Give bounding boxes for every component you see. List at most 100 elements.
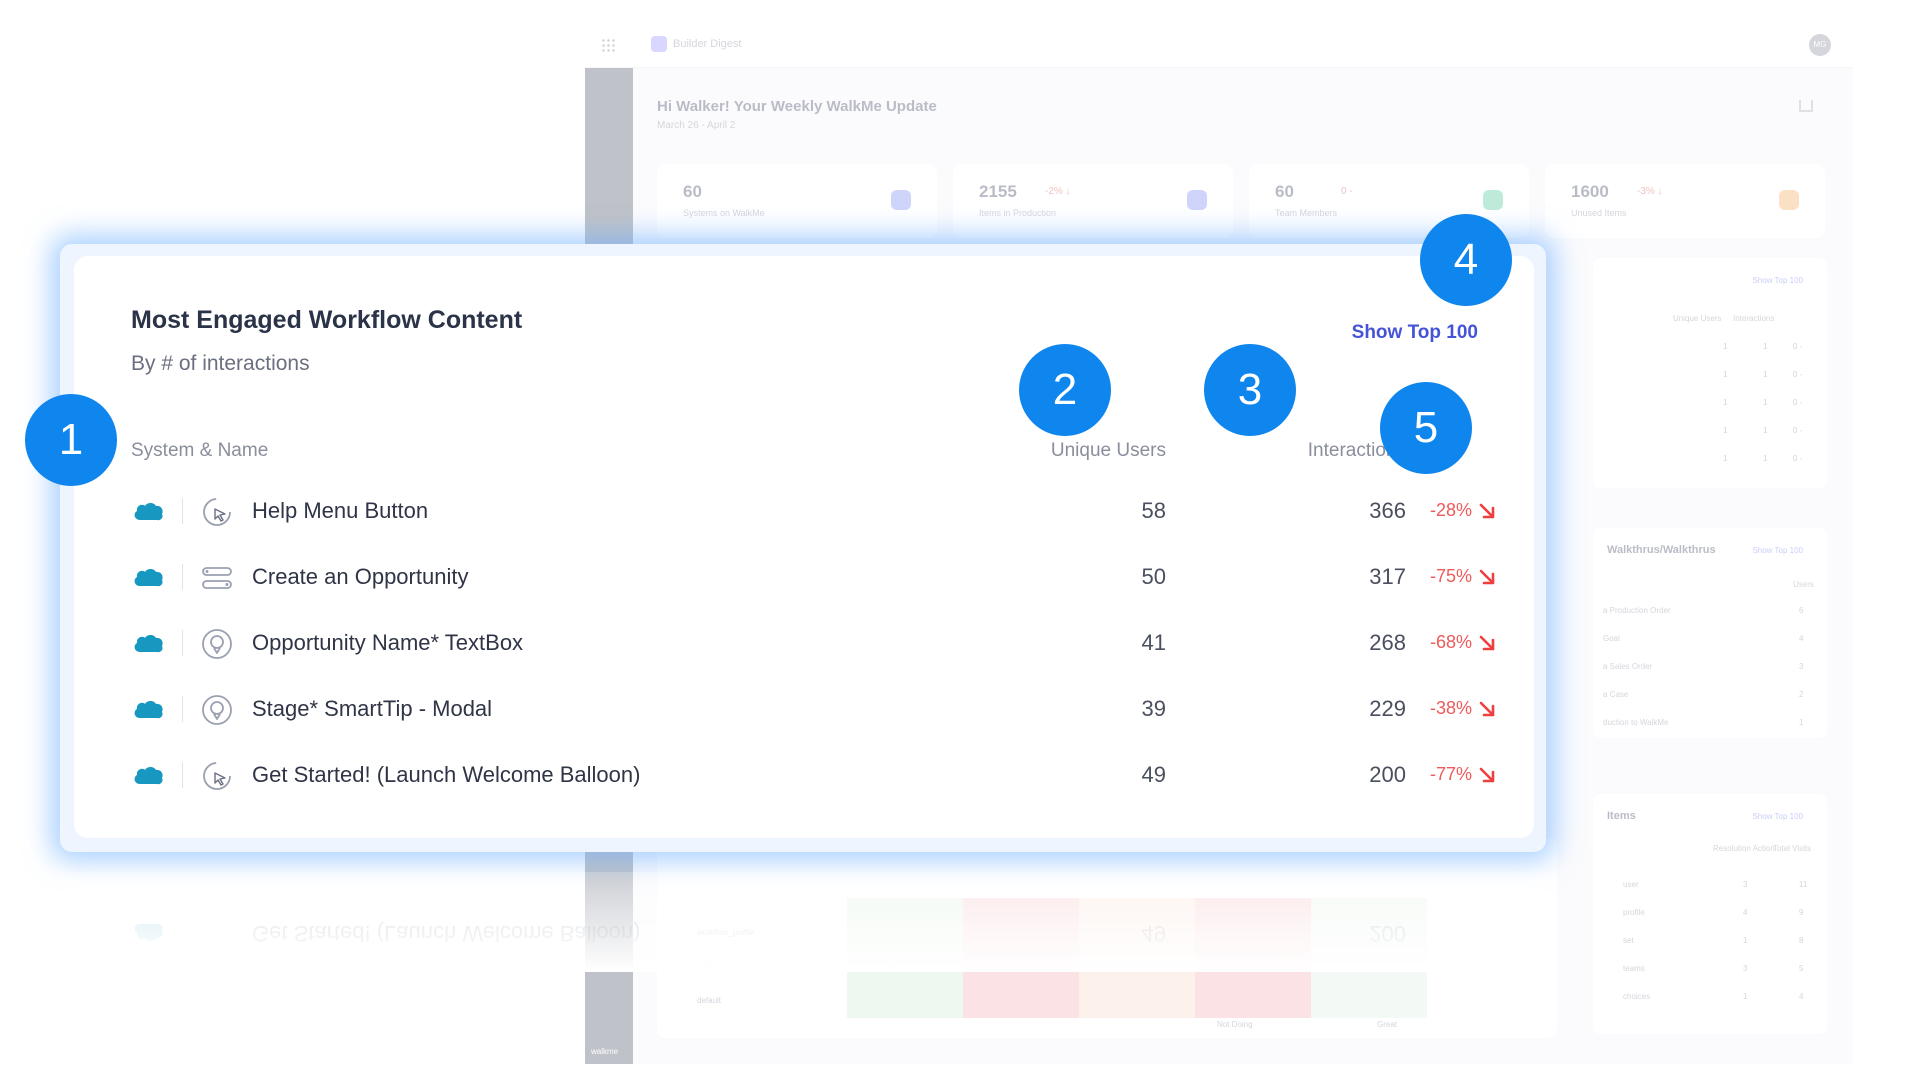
callout-2: 2 xyxy=(1019,344,1111,436)
trend-down-arrow-icon xyxy=(1478,502,1496,520)
unique-users-value: 50 xyxy=(1141,564,1166,589)
panel-header: Users xyxy=(1793,580,1814,589)
table-row: a Case 2 xyxy=(1603,690,1804,699)
table-row[interactable]: Create an Opportunity 50 317 -75% xyxy=(74,548,1534,608)
col-label: Unique Users xyxy=(1673,314,1722,323)
dashboard-date-range: March 26 - April 2 xyxy=(657,120,736,131)
salesforce-cloud-icon xyxy=(132,698,164,720)
table-row: Goal 4 xyxy=(1603,634,1804,643)
show-top-100-link[interactable]: Show Top 100 xyxy=(1351,322,1478,343)
stat-label: Team Members xyxy=(1275,208,1338,218)
column-header-unique-users[interactable]: Unique Users xyxy=(1050,440,1166,461)
bg-panel-items: Items Show Top 100 Resolution Action Tota… xyxy=(1593,794,1827,1034)
salesforce-cloud-icon xyxy=(132,566,164,588)
dashboard-title: Hi Walker! Your Weekly WalkMe Update xyxy=(657,98,937,115)
trend-value: -28% xyxy=(1429,500,1472,520)
stat-value: 60 xyxy=(1275,182,1294,201)
workflow-icon xyxy=(200,561,234,595)
smarttip-icon xyxy=(200,693,234,727)
panel-header: Resolution Action Total Visits xyxy=(1713,844,1812,853)
row-divider xyxy=(182,696,183,722)
table-row[interactable]: Get Started! (Launch Welcome Balloon) 49 2… xyxy=(74,746,1534,806)
callout-3: 3 xyxy=(1204,344,1296,436)
content-name[interactable]: Create an Opportunity xyxy=(252,564,469,589)
row-divider xyxy=(182,762,183,788)
panel-title: Items xyxy=(1607,810,1636,822)
interactions-value: 200 xyxy=(1369,762,1406,787)
avatar[interactable]: MG xyxy=(1809,34,1831,56)
bg-panel-walkthrus: Walkthrus/Walkthrus Show Top 100 Users a… xyxy=(1593,528,1827,738)
panel-title: Walkthrus/Walkthrus xyxy=(1607,544,1716,556)
table-row: teams 3 5 xyxy=(1623,964,1804,973)
table-row: duction to WalkMe 1 xyxy=(1603,718,1804,727)
interactions-value: 229 xyxy=(1369,696,1406,721)
unused-icon xyxy=(1779,190,1799,210)
trend-value: -68% xyxy=(1429,632,1472,652)
row-divider xyxy=(182,630,183,656)
stat-card-items: 2155 -2% ↓ Items in Production xyxy=(953,164,1233,238)
trend-value: -75% xyxy=(1429,566,1472,586)
bg-panel-workflow: Show Top 100 Unique Users Interactions 1… xyxy=(1593,258,1827,488)
trend-value: -38% xyxy=(1429,698,1472,718)
col-label: Interactions xyxy=(1733,314,1775,323)
stat-delta: -3% ↓ xyxy=(1637,186,1663,197)
show-top-link[interactable]: Show Top 100 xyxy=(1752,276,1803,285)
salesforce-cloud-icon xyxy=(132,500,164,522)
callout-1: 1 xyxy=(25,394,117,486)
launcher-icon xyxy=(200,495,234,529)
table-row[interactable]: Help Menu Button 58 366 -28% xyxy=(74,482,1534,542)
top-bar: Builder Digest MG xyxy=(585,24,1853,68)
trend-down-arrow-icon xyxy=(1478,568,1496,586)
app-grid-icon[interactable] xyxy=(601,38,615,52)
table-row: user 3 11 xyxy=(1623,880,1808,889)
table-row[interactable]: Stage* SmartTip - Modal 39 229 -38% xyxy=(74,680,1534,740)
heatmap-row-label: default xyxy=(697,996,722,1005)
show-top-link[interactable]: Show Top 100 xyxy=(1752,546,1803,555)
trend-value: -77% xyxy=(1429,764,1472,784)
brand-icon xyxy=(651,36,667,52)
team-icon xyxy=(1483,190,1503,210)
legend-label: Great xyxy=(1377,1020,1398,1029)
trend-down-arrow-icon xyxy=(1478,634,1496,652)
stat-label: Systems on WalkMe xyxy=(683,208,765,218)
trend-down-arrow-icon xyxy=(1478,766,1496,784)
legend-label: Not Doing xyxy=(1217,1020,1253,1029)
column-header-system-name[interactable]: System & Name xyxy=(131,440,269,461)
salesforce-cloud-icon xyxy=(132,632,164,654)
reflection-fade xyxy=(60,872,1546,972)
content-name[interactable]: Help Menu Button xyxy=(252,498,429,523)
interactions-value: 317 xyxy=(1369,564,1406,589)
items-icon xyxy=(1187,190,1207,210)
row-divider xyxy=(182,498,183,524)
content-name[interactable]: Get Started! (Launch Welcome Balloon) xyxy=(252,762,641,787)
content-name[interactable]: Opportunity Name* TextBox xyxy=(252,630,524,655)
table-row: set 1 8 xyxy=(1623,936,1804,945)
unique-users-value: 49 xyxy=(1141,762,1166,787)
show-top-link[interactable]: Show Top 100 xyxy=(1752,812,1803,821)
stat-value: 1600 xyxy=(1571,182,1609,201)
card-subtitle: By # of interactions xyxy=(131,352,310,375)
column-header-interactions[interactable]: Interactions xyxy=(1307,440,1406,461)
most-engaged-workflow-card: Most Engaged Workflow Content By # of in… xyxy=(74,256,1534,838)
callout-5: 5 xyxy=(1380,382,1472,474)
stat-label: Unused Items xyxy=(1571,208,1627,218)
content-name[interactable]: Stage* SmartTip - Modal xyxy=(252,696,493,721)
table-row: a Sales Order 3 xyxy=(1603,662,1804,671)
table-row[interactable]: Opportunity Name* TextBox 41 268 -68% xyxy=(74,614,1534,674)
interactions-value: 366 xyxy=(1369,498,1406,523)
callout-4: 4 xyxy=(1420,214,1512,306)
unique-users-value: 58 xyxy=(1141,498,1166,523)
stat-delta: -2% ↓ xyxy=(1045,186,1071,197)
export-icon[interactable] xyxy=(1799,100,1813,112)
stat-delta: 0 - xyxy=(1341,186,1353,197)
walkme-logo: walkme xyxy=(591,1047,619,1056)
panel-header: Unique Users Interactions xyxy=(1593,314,1827,334)
interactions-value: 268 xyxy=(1369,630,1406,655)
row-divider xyxy=(182,564,183,590)
trend-down-arrow-icon xyxy=(1478,700,1496,718)
brand-name: Builder Digest xyxy=(673,38,742,50)
